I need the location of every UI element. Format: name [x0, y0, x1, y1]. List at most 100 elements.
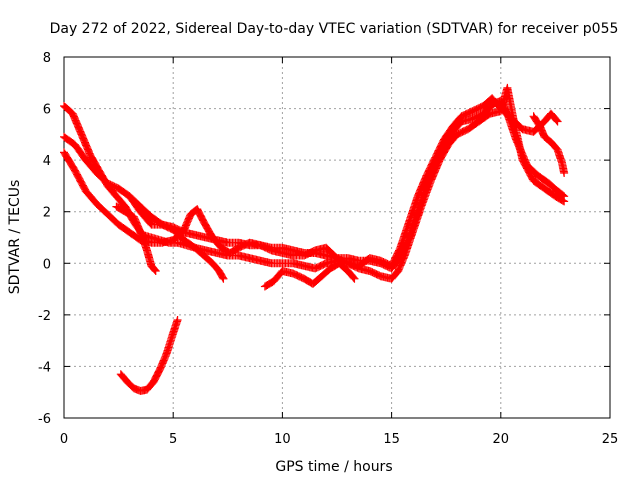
data-point-marker: [523, 161, 541, 179]
data-point-marker: [507, 114, 526, 133]
data-point-marker: [136, 228, 151, 253]
y-tick-label: 4: [43, 154, 51, 169]
data-point-marker: [136, 207, 155, 228]
data-point-marker: [256, 241, 275, 254]
data-point-marker: [533, 171, 552, 187]
x-tick-label: 20: [493, 432, 510, 447]
data-point-marker: [260, 278, 277, 291]
x-axis-label: GPS time / hours: [275, 459, 392, 475]
data-point-marker: [116, 370, 131, 385]
plot-frame: [63, 56, 611, 419]
data-point-marker: [60, 102, 76, 117]
data-point-marker: [180, 211, 195, 234]
data-point-marker: [81, 156, 100, 176]
data-point-marker: [529, 176, 548, 192]
data-point-marker: [60, 132, 78, 148]
data-point-marker: [60, 148, 79, 174]
series-track-f: [260, 259, 359, 291]
y-tick-label: 6: [43, 103, 51, 118]
data-point-marker: [151, 267, 160, 276]
data-point-marker: [422, 162, 439, 190]
data-point-marker: [468, 110, 486, 123]
data-point-marker: [387, 268, 402, 283]
data-point-marker: [448, 113, 465, 131]
data-point-marker: [114, 220, 133, 236]
data-point-marker: [123, 377, 137, 392]
data-point-marker: [317, 265, 334, 281]
data-point-marker: [103, 210, 122, 228]
data-point-marker: [547, 138, 561, 153]
data-point-marker: [560, 169, 569, 178]
data-point-marker: [147, 261, 159, 274]
data-point-marker: [86, 151, 103, 174]
data-point-marker: [193, 205, 208, 225]
data-point-marker: [125, 192, 144, 215]
series-track-b: [60, 96, 569, 273]
chart-title: Day 272 of 2022, Sidereal Day-to-day VTE…: [50, 21, 619, 37]
data-point-marker: [529, 112, 544, 130]
data-point-marker: [92, 169, 111, 187]
data-point-marker: [322, 243, 340, 262]
data-point-marker: [387, 245, 404, 270]
data-point-marker: [553, 187, 567, 200]
data-point-marker: [464, 118, 482, 134]
data-point-marker: [544, 179, 561, 195]
data-point-marker: [226, 244, 242, 257]
data-point-marker: [440, 123, 456, 144]
series-track-h: [116, 316, 182, 395]
data-point-marker: [475, 110, 493, 126]
y-tick-label: 2: [43, 206, 51, 221]
y-tick-label: 8: [43, 51, 51, 66]
data-point-marker: [199, 251, 216, 267]
data-point-marker: [405, 193, 422, 226]
data-point-marker: [70, 140, 89, 163]
data-point-marker: [149, 366, 164, 386]
data-point-marker: [479, 100, 498, 118]
data-point-marker: [547, 109, 561, 125]
data-point-marker: [121, 207, 137, 221]
data-point-marker: [553, 117, 562, 126]
data-point-marker: [309, 273, 325, 288]
data-point-marker: [413, 173, 430, 201]
data-point-marker: [343, 267, 358, 282]
data-point-marker: [191, 243, 207, 259]
data-point-marker: [289, 269, 307, 283]
x-tick-label: 15: [383, 432, 400, 447]
data-point-marker: [394, 253, 409, 275]
data-point-marker: [143, 246, 155, 269]
x-tick-label: 25: [602, 432, 619, 447]
data-point-marker: [70, 166, 90, 194]
series-track-d: [112, 202, 160, 276]
x-tick-label: 0: [60, 432, 68, 447]
data-point-marker: [365, 267, 384, 280]
data-point-marker: [173, 316, 182, 325]
data-point-marker: [129, 212, 144, 235]
data-point-marker: [405, 209, 422, 242]
series-track-g: [529, 112, 569, 178]
data-point-marker: [431, 136, 448, 162]
data-point-marker: [156, 350, 171, 373]
data-point-marker: [81, 187, 100, 207]
y-tick-label: -4: [38, 360, 51, 375]
data-point-marker: [162, 330, 177, 358]
data-point-marker: [199, 218, 216, 241]
data-point-marker: [208, 259, 223, 274]
data-point-marker: [169, 225, 187, 243]
x-tick-label: 10: [274, 432, 291, 447]
data-point-marker: [335, 259, 351, 275]
data-point-marker: [457, 107, 475, 121]
data-point-marker: [114, 184, 133, 200]
axis-ticks: 0 5 10 15 20 25 -6 -4 -2 0 2 4 6 8: [38, 51, 618, 447]
data-point-marker: [143, 379, 157, 394]
data-point-marker: [488, 94, 504, 112]
data-point-marker: [422, 155, 439, 180]
grid-lines: [64, 57, 610, 418]
y-tick-label: -2: [38, 309, 51, 324]
data-point-marker: [350, 274, 359, 283]
data-point-marker: [158, 220, 176, 234]
data-point-marker: [215, 267, 227, 282]
data-point-marker: [413, 183, 431, 216]
data-point-marker: [180, 236, 198, 251]
